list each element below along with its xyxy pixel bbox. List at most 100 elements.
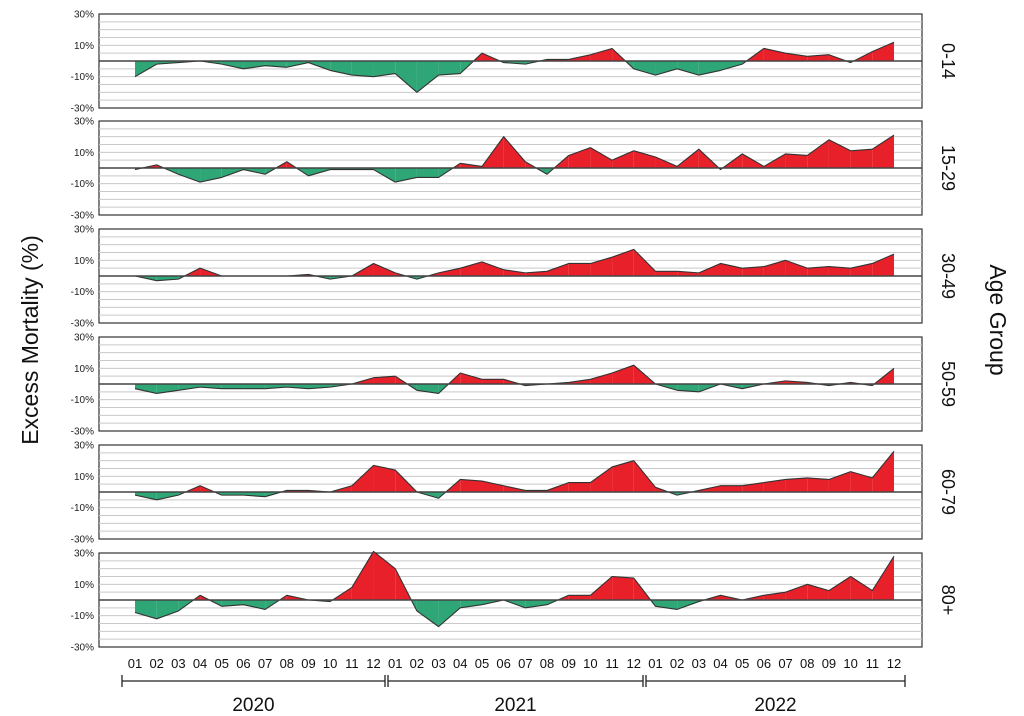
excess-area — [677, 271, 699, 276]
deficit-area — [438, 61, 461, 76]
excess-area — [785, 53, 808, 61]
excess-area — [503, 136, 526, 168]
excess-area — [872, 254, 894, 276]
deficit-area — [633, 61, 656, 76]
age-group-label: 50-59 — [938, 361, 958, 407]
month-label: 03 — [692, 656, 706, 671]
excess-area — [633, 460, 656, 492]
deficit-area — [243, 492, 266, 497]
excess-area — [742, 266, 764, 276]
excess-area — [785, 584, 808, 600]
deficit-area — [460, 600, 482, 608]
month-label: 12 — [627, 656, 641, 671]
excess-area — [547, 263, 569, 276]
y-tick-label: 10% — [74, 148, 94, 159]
series-line — [134, 41, 895, 93]
excess-area — [481, 261, 504, 276]
month-label: 04 — [193, 656, 207, 671]
year-bracket-2020: 2020 — [121, 675, 386, 716]
deficit-area — [677, 61, 699, 76]
excess-area — [568, 147, 591, 168]
excess-area — [568, 263, 591, 276]
deficit-area — [655, 61, 678, 76]
excess-area — [785, 260, 808, 276]
month-label: 01 — [648, 656, 662, 671]
y-tick-label: 30% — [74, 225, 94, 236]
year-label: 2020 — [232, 695, 274, 716]
y-tick-label: -10% — [71, 179, 94, 190]
deficit-area — [677, 384, 699, 392]
excess-area — [438, 268, 461, 276]
excess-area — [373, 551, 396, 600]
deficit-area — [243, 61, 266, 69]
excess-area — [481, 481, 504, 492]
series-line — [134, 450, 895, 501]
deficit-area — [156, 276, 179, 281]
month-label: 09 — [822, 656, 836, 671]
excess-area — [807, 477, 829, 492]
month-label: 03 — [431, 656, 445, 671]
month-label: 01 — [388, 656, 402, 671]
deficit-area — [416, 168, 439, 178]
y-tick-label: 30% — [74, 549, 94, 560]
excess-area — [872, 556, 894, 600]
month-label: 08 — [280, 656, 294, 671]
excess-area — [590, 373, 613, 384]
series-line — [134, 550, 895, 628]
month-label: 06 — [757, 656, 771, 671]
y-tick-label: -10% — [71, 72, 94, 83]
deficit-area — [416, 61, 439, 93]
deficit-area — [265, 384, 287, 389]
panel-80+: 30% 10% -10% -30% 80+ — [71, 549, 958, 654]
deficit-area — [221, 61, 244, 69]
excess-area — [568, 595, 591, 600]
excess-area — [373, 465, 396, 492]
month-label: 05 — [475, 656, 489, 671]
excess-area — [828, 576, 851, 600]
month-label: 08 — [540, 656, 554, 671]
excess-area — [373, 376, 396, 384]
excess-area — [807, 266, 829, 276]
y-tick-label: -30% — [71, 643, 94, 654]
y-tick-label: 10% — [74, 580, 94, 591]
deficit-area — [135, 600, 157, 619]
year-label: 2021 — [494, 695, 536, 716]
excess-area — [872, 451, 894, 492]
month-label: 05 — [735, 656, 749, 671]
year-label: 2022 — [754, 695, 796, 716]
excess-area — [698, 263, 721, 276]
excess-area — [850, 263, 873, 276]
month-label: 07 — [258, 656, 272, 671]
age-group-label: 30-49 — [938, 253, 958, 299]
deficit-area — [416, 600, 439, 627]
excess-area — [481, 379, 504, 384]
y-tick-label: -10% — [71, 611, 94, 622]
panel-60-79: 30% 10% -10% -30% 60-79 — [71, 441, 958, 546]
excess-area — [720, 485, 743, 492]
excess-area — [828, 266, 851, 276]
month-label: 10 — [323, 656, 337, 671]
excess-area — [590, 257, 613, 276]
excess-area — [460, 261, 482, 276]
age-group-label: 80+ — [938, 585, 958, 616]
age-group-label: 15-29 — [938, 145, 958, 191]
age-group-label: 0-14 — [938, 43, 958, 79]
y-tick-label: -30% — [71, 535, 94, 546]
month-label: 09 — [301, 656, 315, 671]
deficit-area — [200, 168, 222, 183]
deficit-area — [200, 384, 222, 389]
excess-area — [720, 263, 743, 276]
deficit-area — [525, 600, 548, 608]
excess-area — [460, 479, 482, 492]
excess-area — [612, 249, 634, 276]
y-tick-label: 30% — [74, 441, 94, 452]
y-tick-label: -10% — [71, 287, 94, 298]
series-line — [134, 134, 895, 183]
y-tick-label: -10% — [71, 503, 94, 514]
excess-area — [785, 477, 808, 492]
deficit-area — [720, 61, 743, 71]
y-tick-label: 10% — [74, 364, 94, 375]
excess-area — [633, 150, 656, 168]
month-label: 02 — [410, 656, 424, 671]
excess-area — [351, 465, 374, 492]
